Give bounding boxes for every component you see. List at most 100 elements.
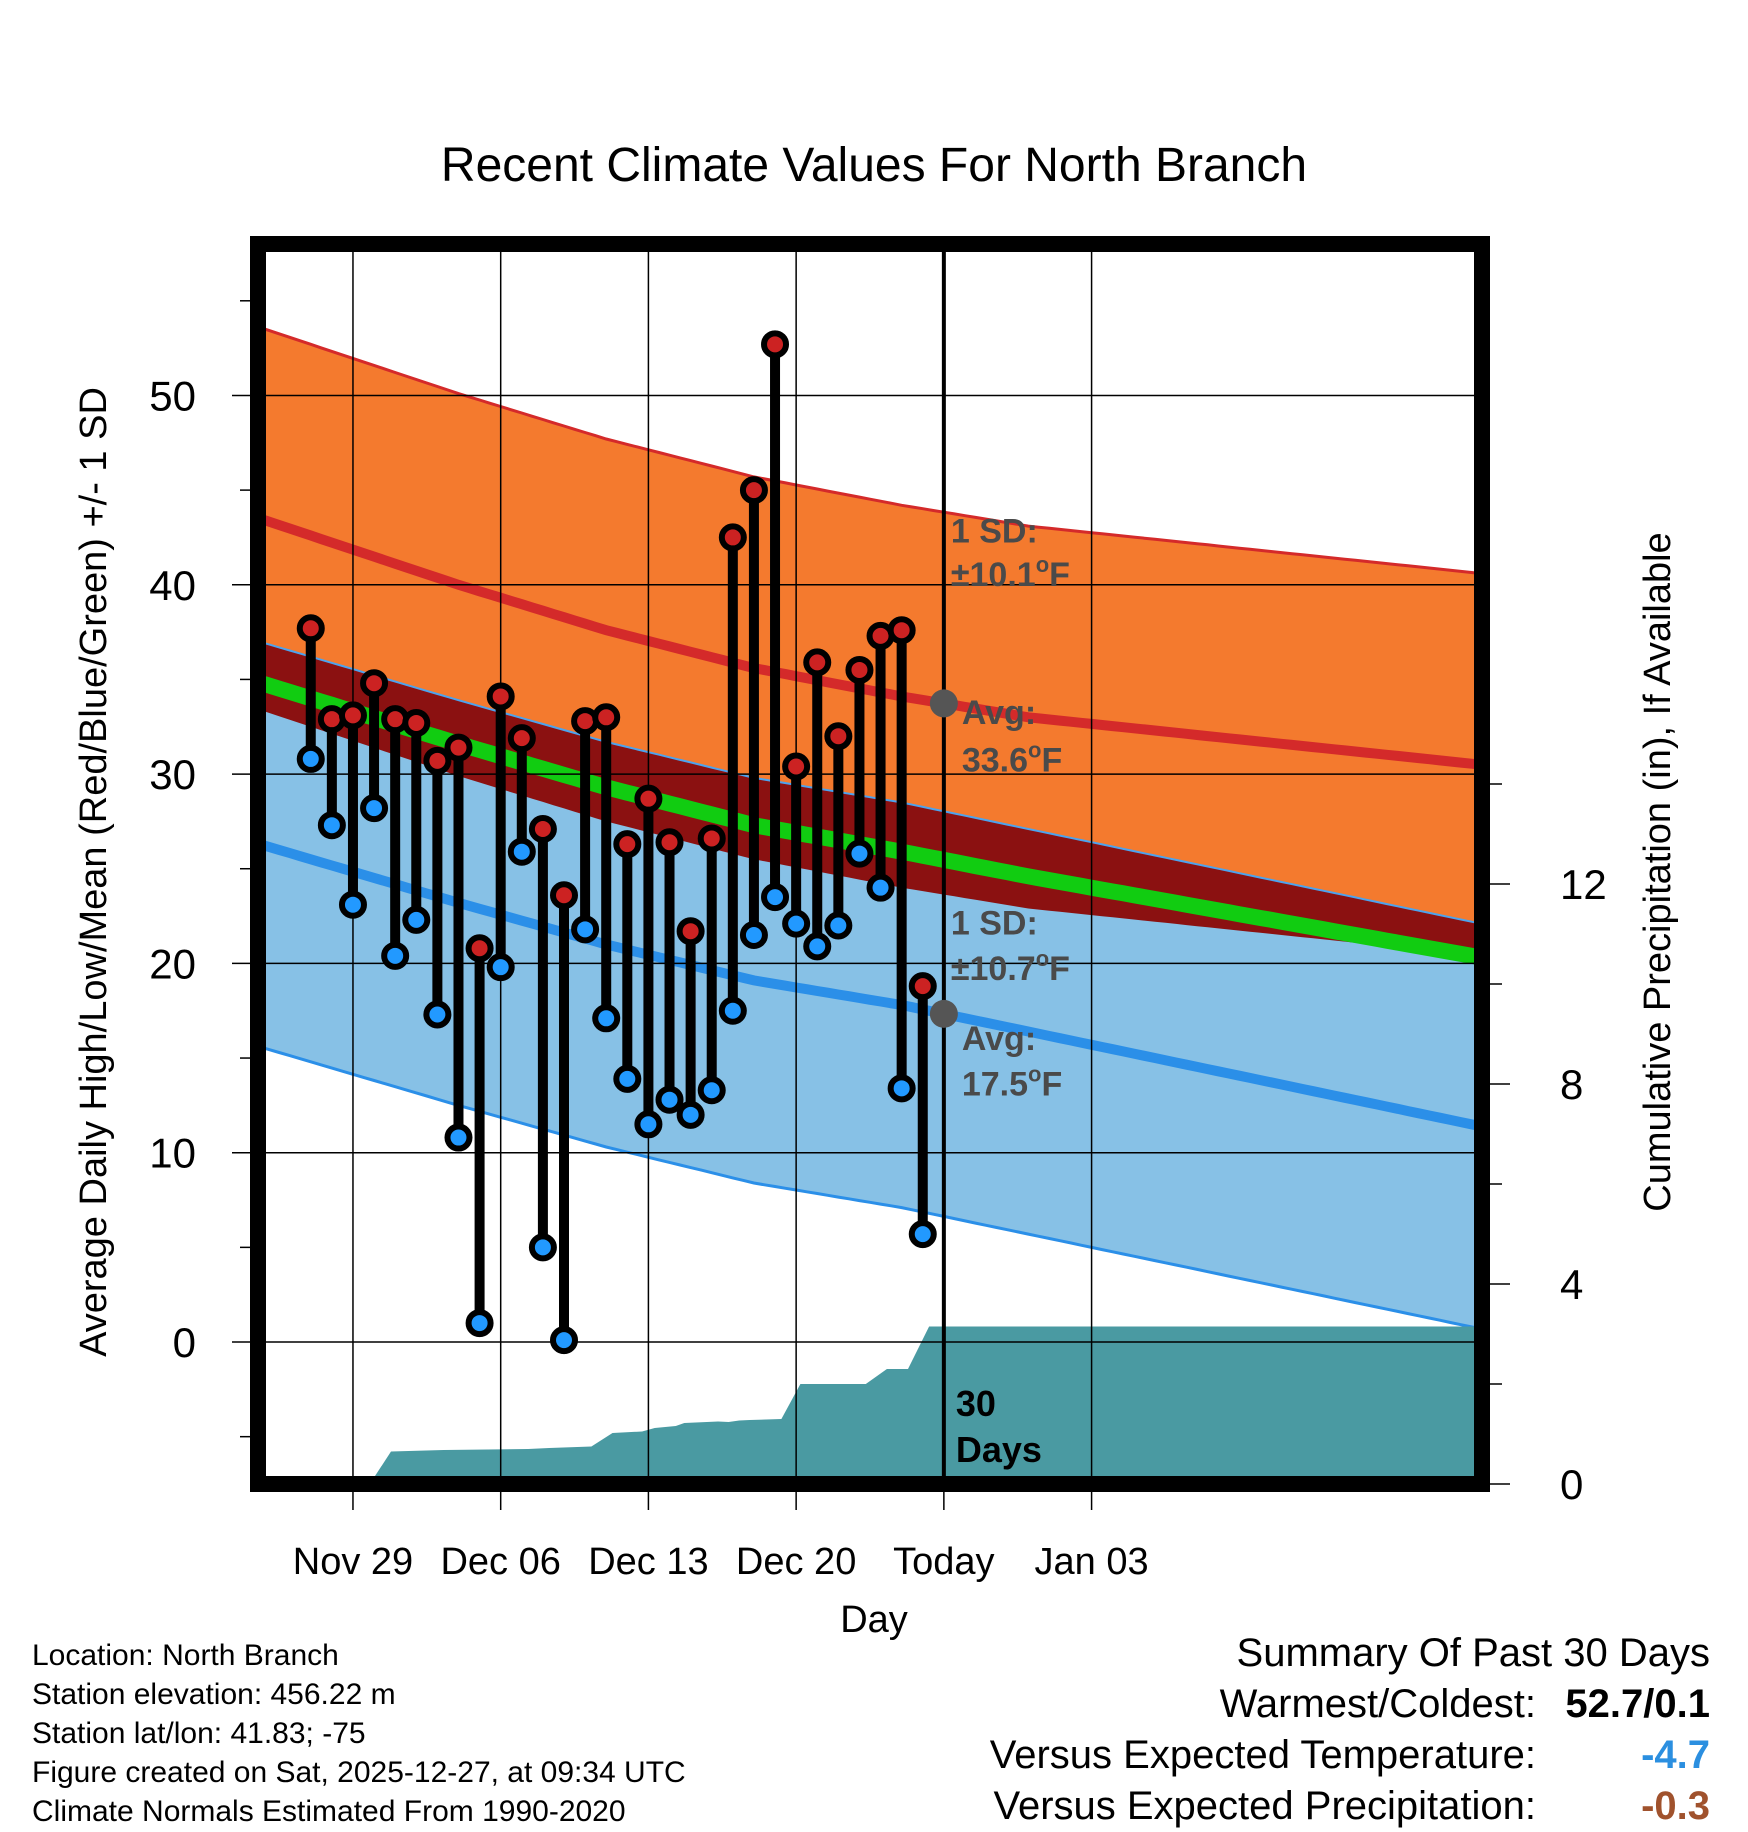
- high-sd-label: 1 SD:: [951, 512, 1038, 550]
- created-text: Figure created on Sat, 2025-12-27, at 09…: [32, 1756, 686, 1789]
- low-point: [486, 953, 515, 982]
- temp-label: Versus Expected Temperature:: [989, 1733, 1536, 1777]
- low-point: [592, 1004, 621, 1033]
- low-point: [296, 744, 325, 773]
- low-point: [866, 873, 895, 902]
- high-point: [528, 814, 557, 843]
- summary-panel: Summary Of Past 30 Days Warmest/Coldest:…: [990, 1628, 1710, 1832]
- y-right-tick-label: 12: [1560, 861, 1607, 908]
- y-tick-label: 20: [149, 940, 196, 987]
- x-axis-label: Day: [840, 1599, 908, 1641]
- high-point: [634, 784, 663, 813]
- low-point: [465, 1309, 494, 1338]
- high-sd-upper-line: [258, 325, 1482, 576]
- high-point: [655, 828, 684, 857]
- high-point: [887, 616, 916, 645]
- low-avg-value: 17.5oF: [962, 1061, 1062, 1103]
- chart-title: Recent Climate Values For North Branch: [441, 139, 1307, 192]
- overlap-band: [258, 641, 1482, 956]
- warmest-value: 52.7: [1565, 1682, 1644, 1726]
- high-point: [296, 614, 325, 643]
- temp-value: -4.7: [1641, 1733, 1710, 1777]
- low-point: [338, 890, 367, 919]
- high-avg-label: Avg:: [962, 694, 1036, 732]
- y-tick-label: 50: [149, 372, 196, 419]
- low-point: [887, 1074, 916, 1103]
- y-right-tick-label: 8: [1560, 1061, 1583, 1108]
- low-point: [739, 920, 768, 949]
- low-point: [845, 839, 874, 868]
- summary-precip-row: Versus Expected Precipitation: -0.3: [990, 1781, 1710, 1832]
- low-point: [528, 1233, 557, 1262]
- high-avg-marker: [929, 689, 958, 718]
- today-days-count: 30: [956, 1383, 996, 1424]
- low-point: [655, 1085, 684, 1114]
- normals-text: Climate Normals Estimated From 1990-2020: [32, 1795, 626, 1828]
- low-avg-marker: [929, 999, 958, 1028]
- y-tick-label: 30: [149, 751, 196, 798]
- high-point: [486, 682, 515, 711]
- low-point: [634, 1110, 663, 1139]
- location-text: Location: North Branch: [32, 1639, 339, 1672]
- warmest-coldest-value: 52.7/0.1: [1550, 1679, 1710, 1730]
- low-point: [360, 794, 389, 823]
- high-point: [676, 917, 705, 946]
- low-avg-label: Avg:: [962, 1020, 1036, 1058]
- high-point: [908, 972, 937, 1001]
- low-point: [718, 996, 747, 1025]
- low-sd-upper-line: [258, 640, 1482, 925]
- high-point: [824, 722, 853, 751]
- low-point: [317, 811, 346, 840]
- today-days-word: Days: [956, 1429, 1042, 1470]
- low-point: [613, 1064, 642, 1093]
- low-point: [381, 941, 410, 970]
- low-point: [444, 1123, 473, 1152]
- low-point: [908, 1220, 937, 1249]
- low-point: [803, 932, 832, 961]
- high-point: [423, 746, 452, 775]
- coldest-value: 0.1: [1654, 1682, 1710, 1726]
- summary-warmest-row: Warmest/Coldest: 52.7/0.1: [990, 1679, 1710, 1730]
- low-point: [550, 1326, 578, 1355]
- low-sd-label: 1 SD:: [951, 904, 1038, 942]
- low-point: [571, 915, 600, 944]
- low-point: [423, 1000, 452, 1029]
- low-point: [761, 883, 790, 912]
- x-tick-label: Dec 13: [588, 1541, 708, 1583]
- x-tick-label: Dec 06: [440, 1541, 560, 1583]
- low-point: [697, 1076, 726, 1105]
- summary-title: Summary Of Past 30 Days: [1236, 1631, 1710, 1675]
- low-sd-band: [258, 641, 1482, 1330]
- high-point: [845, 655, 874, 684]
- y-right-tick-label: 0: [1560, 1461, 1583, 1508]
- slash: /: [1643, 1682, 1655, 1726]
- low-sd-value: ±10.7oF: [951, 946, 1070, 988]
- x-tick-label: Jan 03: [1035, 1541, 1149, 1583]
- high-point: [782, 752, 811, 781]
- y-axis-label-right: Cumulative Precipitation (in), If Availa…: [1637, 532, 1679, 1211]
- low-point: [782, 909, 811, 938]
- warmest-label: Warmest/Coldest:: [1219, 1682, 1536, 1726]
- high-avg-line: [258, 513, 1482, 770]
- high-point: [613, 830, 642, 859]
- x-tick-label: Dec 20: [736, 1541, 856, 1583]
- high-avg-value: 33.6oF: [962, 738, 1062, 780]
- high-point: [507, 724, 536, 753]
- y-axis-label-left: Average Daily High/Low/Mean (Red/Blue/Gr…: [73, 387, 115, 1357]
- high-point: [360, 669, 389, 698]
- low-point: [402, 905, 431, 934]
- high-point: [718, 523, 747, 552]
- plot-frame: [250, 236, 1490, 1492]
- x-tick-label: Today: [893, 1541, 994, 1583]
- y-right-tick-label: 4: [1560, 1261, 1583, 1308]
- y-tick-label: 0: [173, 1319, 196, 1366]
- precip-area: [258, 1326, 1482, 1484]
- y-tick-label: 10: [149, 1130, 196, 1177]
- summary-temp-row: Versus Expected Temperature: -4.7: [990, 1730, 1710, 1781]
- high-point: [803, 648, 832, 677]
- high-point: [739, 476, 768, 505]
- precip-value: -0.3: [1641, 1784, 1710, 1828]
- x-tick-label: Nov 29: [293, 1541, 413, 1583]
